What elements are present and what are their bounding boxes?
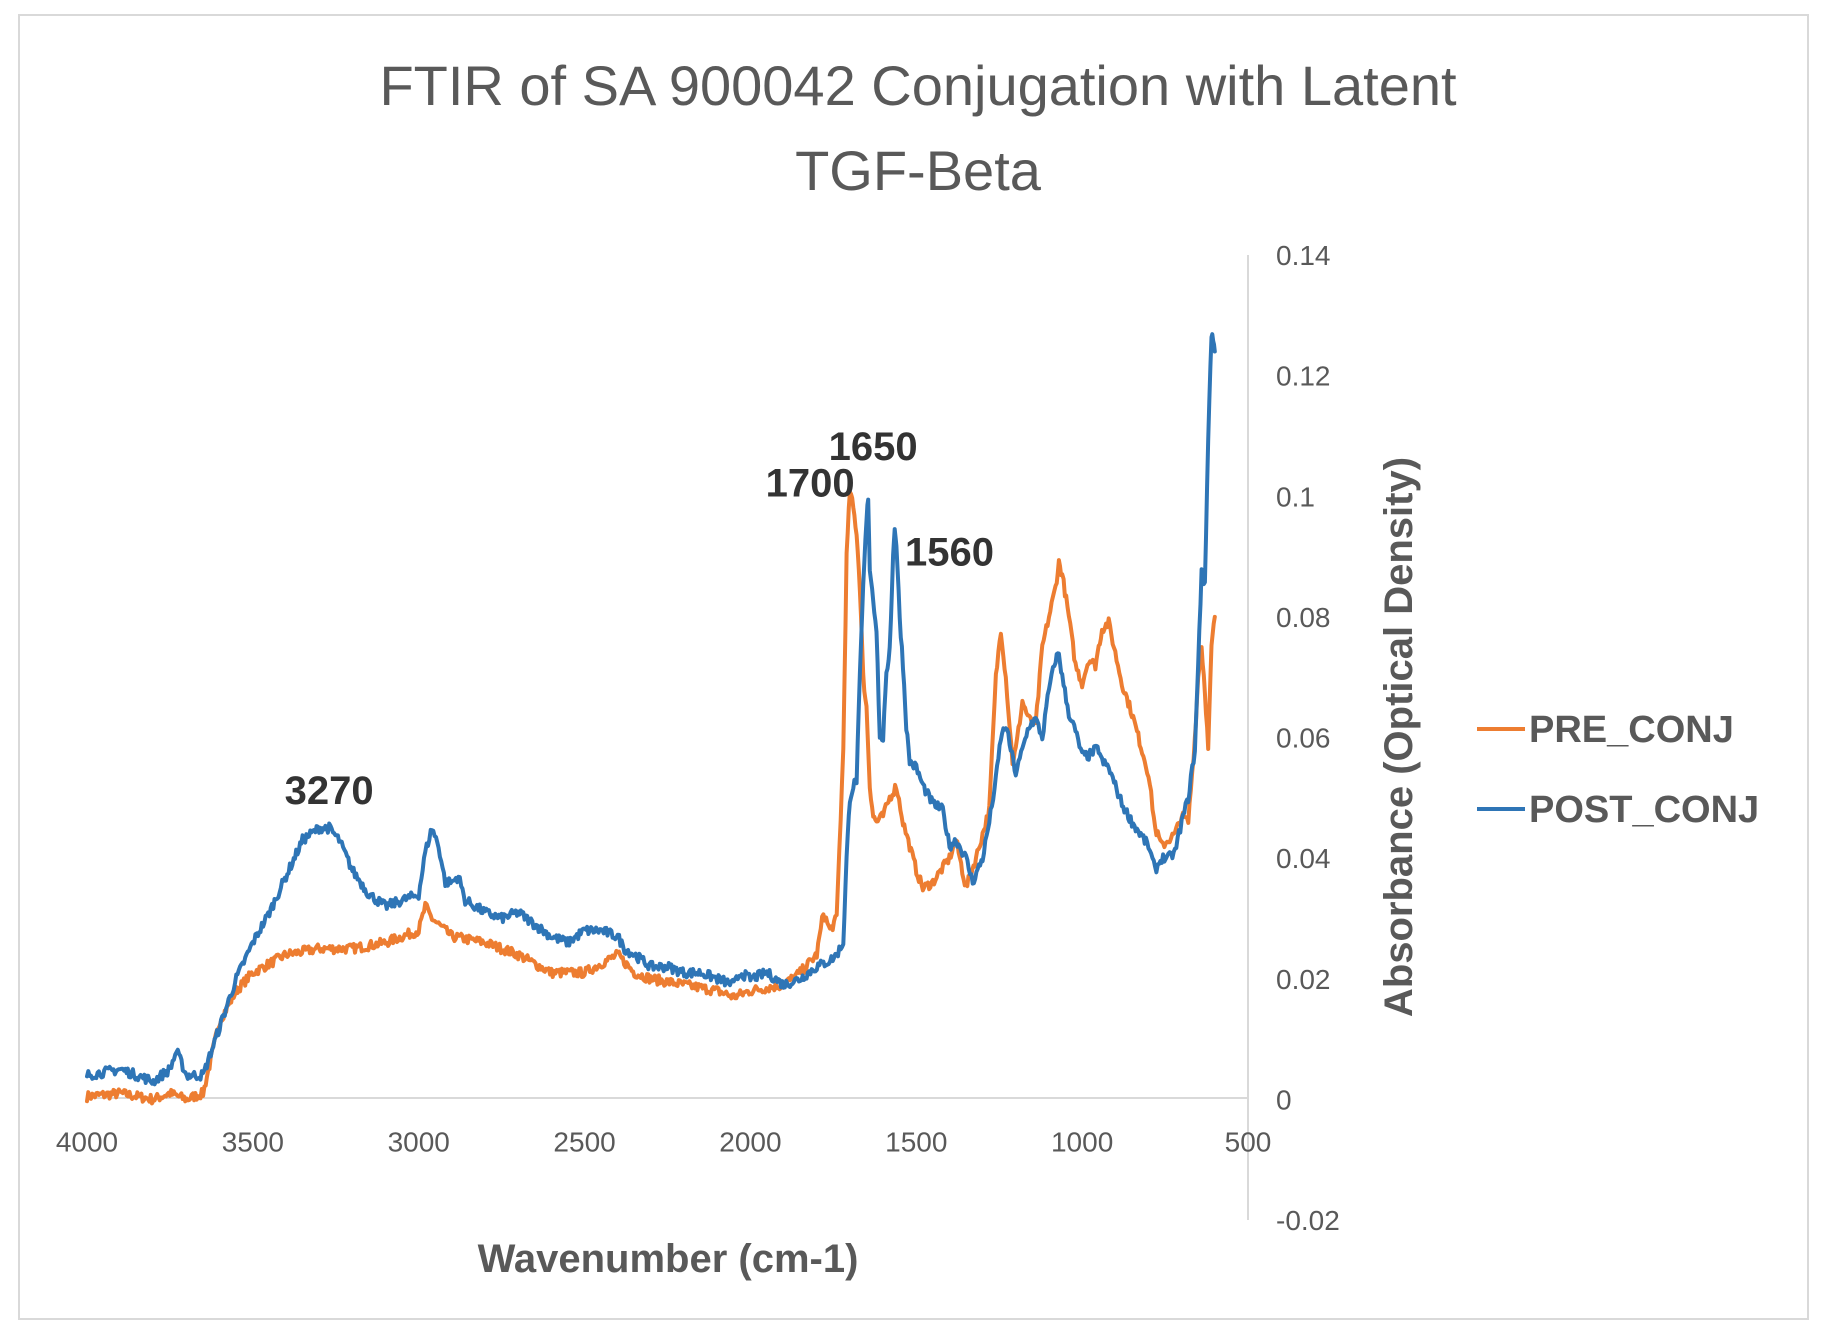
peak-annotation: 1650	[829, 425, 918, 469]
y-tick-label: 0	[1276, 1084, 1292, 1115]
x-axis-title: Wavenumber (cm-1)	[478, 1237, 859, 1281]
y-tick-label: 0.08	[1276, 602, 1331, 633]
y-tick-label: 0.12	[1276, 361, 1331, 392]
x-tick-label: 1500	[885, 1126, 947, 1157]
y-tick-label: 0.04	[1276, 843, 1331, 874]
x-tick-label: 2500	[553, 1126, 615, 1157]
y-tick-label: 0.06	[1276, 723, 1331, 754]
peak-annotation: 1700	[766, 461, 855, 505]
peak-annotation: 1560	[905, 531, 994, 575]
y-tick-label: 0.1	[1276, 481, 1315, 512]
y-axis-title: Absorbance (Optical Density)	[1377, 457, 1421, 1017]
x-tick-labels: 4000 3500 3000 2500 2000 1500 1000 500	[56, 1126, 1272, 1157]
legend: PRE_CONJ POST_CONJ	[1477, 709, 1759, 831]
x-tick-label: 1000	[1051, 1126, 1113, 1157]
x-tick-label: 4000	[56, 1126, 118, 1157]
chart-title-line-2: TGF-Beta	[795, 139, 1042, 202]
chart-frame	[18, 14, 1809, 1320]
y-tick-labels: 0.14 0.12 0.1 0.08 0.06 0.04 0.02 0 -0.02	[1276, 240, 1340, 1236]
series-line-post-conj	[85, 332, 1217, 1087]
x-tick-label: 3000	[388, 1126, 450, 1157]
x-tick-label: 2000	[719, 1126, 781, 1157]
legend-label: PRE_CONJ	[1529, 709, 1734, 751]
x-tick-label: 3500	[222, 1126, 284, 1157]
y-tick-label: 0.02	[1276, 964, 1331, 995]
peak-annotation: 3270	[285, 769, 374, 813]
y-tick-label: 0.14	[1276, 240, 1331, 271]
series-line-pre-conj	[85, 490, 1217, 1106]
legend-label: POST_CONJ	[1529, 789, 1759, 831]
x-tick-label: 500	[1225, 1126, 1272, 1157]
y-tick-label: -0.02	[1276, 1205, 1340, 1236]
chart-title-line-1: FTIR of SA 900042 Conjugation with Laten…	[379, 54, 1457, 117]
series-group	[85, 332, 1217, 1106]
